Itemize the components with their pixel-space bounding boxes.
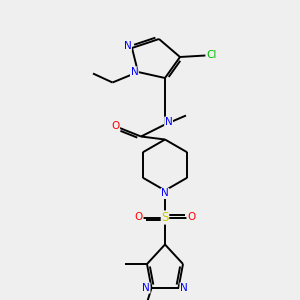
Text: N: N [124, 40, 131, 51]
Text: O: O [187, 212, 195, 223]
Text: N: N [142, 283, 150, 293]
Text: O: O [111, 121, 120, 131]
Text: N: N [165, 117, 172, 127]
Text: O: O [135, 212, 143, 223]
Text: N: N [161, 188, 169, 199]
Text: S: S [161, 211, 169, 224]
Text: N: N [130, 67, 138, 77]
Text: N: N [180, 283, 188, 293]
Text: Cl: Cl [206, 50, 217, 61]
